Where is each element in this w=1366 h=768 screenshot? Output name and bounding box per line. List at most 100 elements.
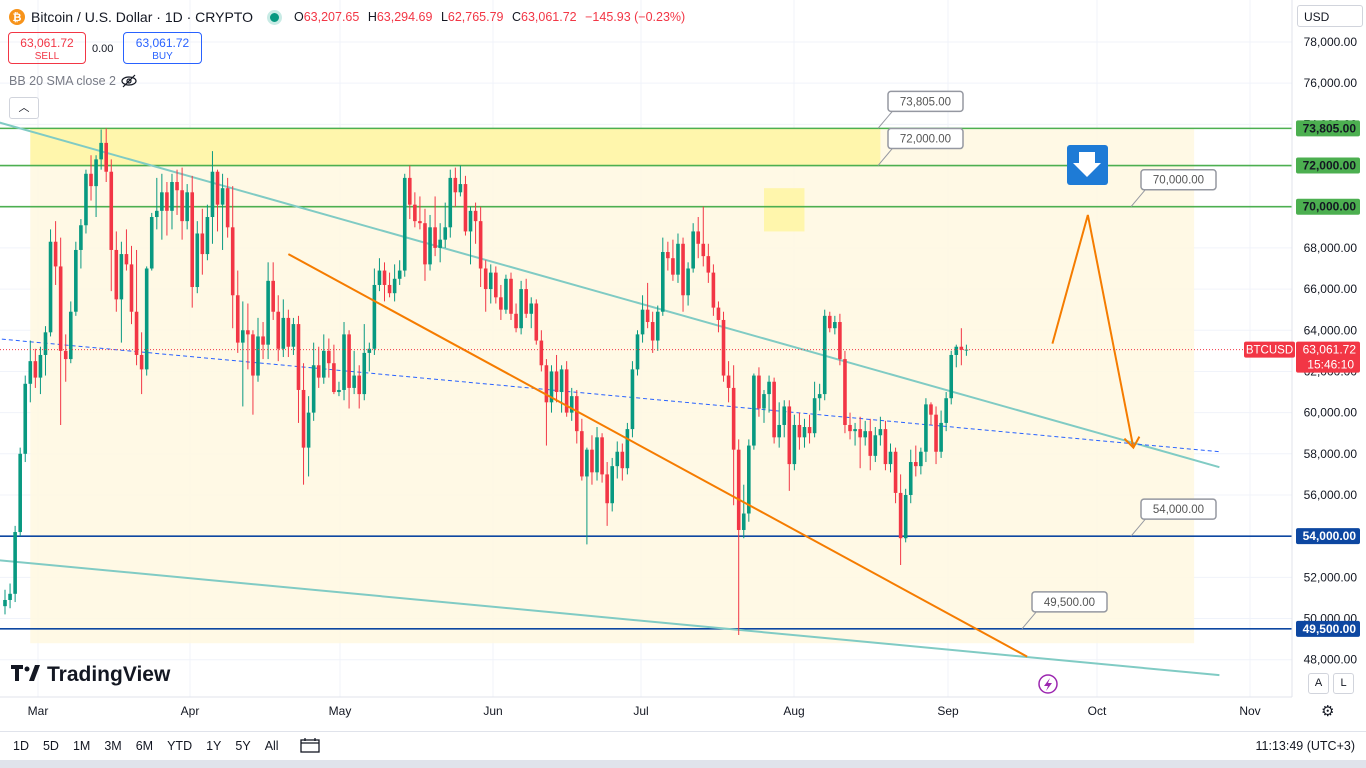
log-scale-button[interactable]: L: [1333, 673, 1354, 694]
candle: [8, 583, 12, 609]
candle-body: [357, 375, 361, 395]
candle: [873, 427, 878, 463]
candle: [620, 443, 625, 481]
candle: [155, 177, 159, 230]
candle-body: [286, 317, 291, 347]
candle-body: [494, 272, 498, 298]
candle: [691, 223, 695, 273]
candle-body: [610, 466, 614, 504]
candle: [316, 346, 321, 388]
buy-button[interactable]: 63,061.72 BUY: [123, 32, 202, 64]
candle: [514, 303, 518, 333]
timeframe-ytd[interactable]: YTD: [167, 739, 193, 753]
indicator-legend[interactable]: BB 20 SMA close 2: [9, 74, 117, 88]
candle-body: [838, 322, 842, 360]
candle: [276, 295, 281, 362]
candle-body: [13, 532, 17, 594]
candle-body: [134, 311, 139, 355]
price-chart[interactable]: 73,805.00 72,000.00 70,000.00 54,000.00 49,5…: [0, 0, 1366, 731]
axis-corner: [1292, 697, 1366, 731]
low-value: 62,765.79: [447, 10, 504, 24]
candle-body: [762, 394, 766, 409]
collapse-legend-button[interactable]: ︿: [9, 97, 39, 119]
timeframe-5d[interactable]: 5D: [42, 739, 59, 753]
open-label: O: [293, 10, 304, 24]
candle: [747, 439, 751, 522]
symbol-title[interactable]: Bitcoin / U.S. Dollar · 1D · CRYPTO: [31, 9, 253, 25]
gear-icon[interactable]: ⚙: [1321, 703, 1335, 720]
candle-body: [767, 381, 771, 395]
callout-label: 72,000.00: [900, 134, 951, 146]
candle: [347, 330, 351, 409]
candle: [549, 365, 554, 413]
candle: [914, 445, 918, 477]
candle-body: [792, 424, 797, 465]
candle: [817, 383, 822, 411]
candle-body: [139, 354, 144, 370]
candle-body: [149, 217, 154, 269]
candle-body: [342, 334, 346, 390]
level-callout: 73,805.00: [877, 90, 964, 129]
timeframe-all[interactable]: All: [264, 739, 279, 753]
candle: [853, 422, 857, 446]
candle: [175, 169, 179, 215]
calendar-range-icon[interactable]: [299, 737, 320, 756]
level-axis-tag: [1296, 157, 1360, 174]
candle: [838, 313, 842, 366]
candle-body: [893, 451, 898, 493]
candle-body: [757, 375, 761, 409]
candle: [99, 129, 103, 170]
candle-body: [89, 173, 93, 187]
candle-body: [372, 284, 377, 349]
candle-body: [924, 404, 928, 452]
candle: [342, 322, 346, 401]
candle: [3, 589, 7, 615]
callout-label: 70,000.00: [1153, 175, 1204, 187]
candle-body: [114, 249, 119, 300]
ohlc-values: O63,207.65 H63,294.69 L62,765.79 C63,061…: [294, 10, 690, 24]
timeframe-6m[interactable]: 6M: [135, 739, 154, 753]
candle: [215, 169, 220, 232]
candle-body: [458, 184, 463, 193]
currency-select[interactable]: USD: [1297, 5, 1363, 27]
price-axis: 78,000.0076,000.0074,000.0072,000.0070,0…: [1244, 0, 1366, 697]
market-status-icon[interactable]: [266, 9, 282, 25]
candle-body: [539, 340, 544, 366]
timeframe-1y[interactable]: 1Y: [206, 739, 222, 753]
arrow-down-icon: [1073, 152, 1101, 177]
timeframe-1d[interactable]: 1D: [13, 739, 29, 753]
candle-body: [711, 272, 716, 308]
candle: [787, 400, 792, 491]
candle-body: [706, 256, 711, 273]
candle: [843, 350, 847, 434]
timeframe-1m[interactable]: 1M: [72, 739, 91, 753]
candle: [833, 315, 837, 335]
sell-button[interactable]: 63,061.72 SELL: [8, 32, 86, 64]
candle-body: [853, 429, 857, 432]
plot-area: 73,805.00 72,000.00 70,000.00 54,000.00 49,5…: [0, 0, 1292, 697]
candle-body: [655, 311, 660, 341]
candle-body: [3, 599, 7, 607]
candle-body: [408, 177, 412, 205]
clock-timezone[interactable]: 11:13:49 (UTC+3): [1255, 739, 1355, 753]
symbol-tag: [1244, 341, 1295, 358]
candle-body: [478, 221, 483, 269]
timeframe-3m[interactable]: 3M: [104, 739, 122, 753]
candle-body: [200, 233, 205, 255]
timeframe-5y[interactable]: 5Y: [235, 739, 251, 753]
candle-body: [8, 593, 12, 600]
price-tick-label: 64,000.00: [1304, 323, 1358, 337]
auto-scale-button[interactable]: A: [1308, 673, 1329, 694]
candle-body: [843, 359, 847, 425]
candle: [924, 398, 928, 463]
candle: [190, 175, 195, 308]
time-tick-label: Mar: [28, 704, 49, 718]
candle: [762, 389, 766, 423]
eye-off-icon[interactable]: [121, 74, 137, 91]
candle-body: [428, 227, 432, 265]
candle: [23, 375, 28, 463]
candle-body: [327, 350, 331, 364]
candle-body: [671, 258, 675, 275]
tradingview-logo[interactable]: TradingView: [11, 663, 170, 687]
candle-body: [468, 210, 473, 232]
